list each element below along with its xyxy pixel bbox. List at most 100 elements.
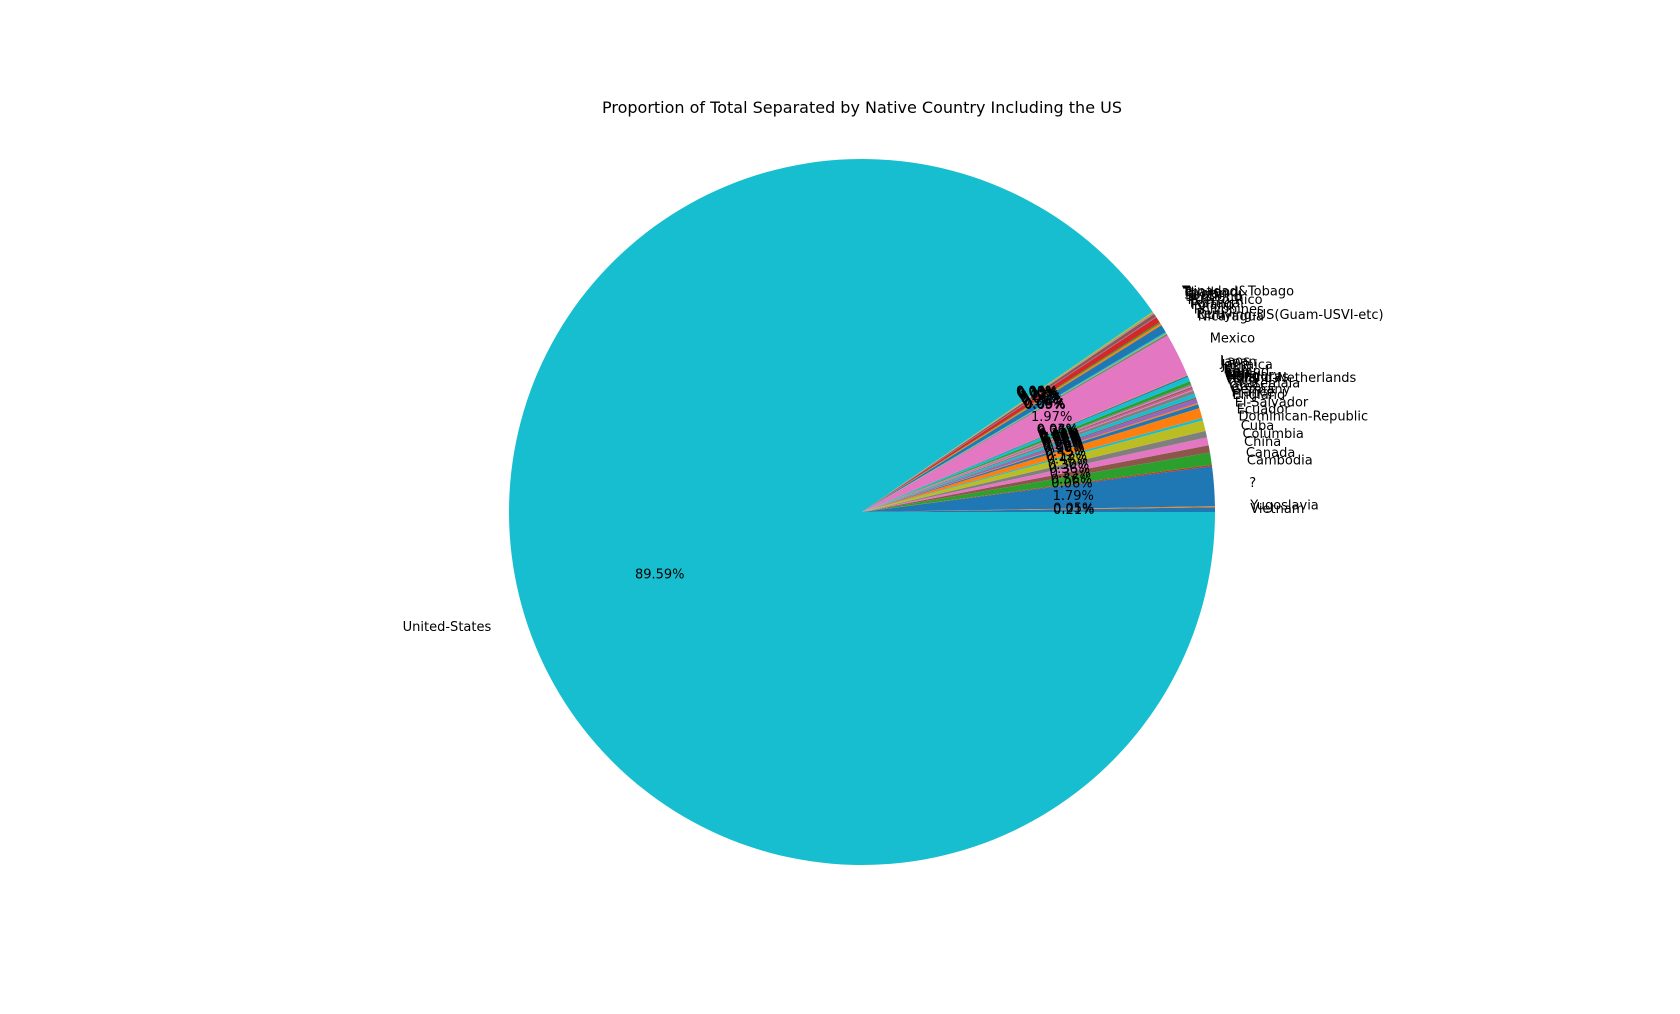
pie-slice-japan <box>862 375 1189 512</box>
slice-label-japan: Japan <box>1219 355 1256 370</box>
percent-label-laos: 0.03% <box>1037 422 1078 437</box>
pie-slice-greece <box>862 397 1197 512</box>
pie-slice-cuba <box>862 430 1208 512</box>
pie-slice-canada <box>862 452 1212 512</box>
slice-label-guatemala: Guatemala <box>1229 376 1301 391</box>
slice-label-outlying-us-guam-usvi-etc: Outlying-US(Guam-USVI-etc) <box>1197 308 1384 323</box>
slice-label-trinadad-tobago: Trinadad&Tobago <box>1181 285 1294 300</box>
pie-slice-england <box>862 404 1200 512</box>
slice-label-haiti: Haiti <box>1227 373 1257 388</box>
slice-label-italy: Italy <box>1223 362 1252 377</box>
pie-slice-laos <box>862 374 1188 512</box>
percent-label-japan: 0.06% <box>1037 423 1078 438</box>
percent-label-italy: 0.15% <box>1038 427 1079 442</box>
percent-label-unknown: 1.79% <box>1053 489 1094 504</box>
percent-label-thailand: 0.03% <box>1016 385 1057 400</box>
percent-label-greece: 0.06% <box>1042 436 1083 451</box>
slice-label-greece: Greece <box>1230 379 1276 394</box>
slice-label-honduras: Honduras <box>1226 370 1289 385</box>
pie-slice-italy <box>862 381 1192 512</box>
pie-slice-dominican-republic <box>862 420 1206 512</box>
pie-slice-germany <box>862 398 1198 512</box>
pie-slice-trinadad-tobago <box>862 311 1154 512</box>
slice-label-canada: Canada <box>1246 446 1295 461</box>
percent-label-columbia: 0.36% <box>1049 462 1090 477</box>
percent-label-canada: 0.56% <box>1051 473 1092 488</box>
slice-label-hong: Hong <box>1226 369 1260 384</box>
slice-label-taiwan: Taiwan <box>1182 286 1227 301</box>
slice-label-unknown: ? <box>1249 476 1256 491</box>
slice-label-ireland: Ireland <box>1224 365 1269 380</box>
pie-slice-portugal <box>862 322 1161 512</box>
percent-label-united-states: 89.59% <box>635 567 685 582</box>
percent-label-india: 0.06% <box>1040 430 1081 445</box>
pie-slice-unknown <box>862 466 1215 512</box>
pie-slice-poland <box>862 323 1162 512</box>
slice-label-thailand: Thailand <box>1182 286 1239 301</box>
slice-label-ecuador: Ecuador <box>1237 402 1291 417</box>
percent-label-peru: 0.06% <box>1024 397 1065 412</box>
percent-label-ireland: 0.06% <box>1039 428 1080 443</box>
percent-label-taiwan: 0.03% <box>1017 385 1058 400</box>
slice-label-vietnam: Vietnam <box>1250 502 1304 517</box>
percent-label-mexico: 1.97% <box>1031 410 1072 425</box>
percent-labels: 0.21%0.05%1.79%0.06%0.56%0.33%0.36%0.30%… <box>635 385 1094 583</box>
slice-label-puerto-rico: Puerto-Rico <box>1188 293 1263 308</box>
pie-slice-vietnam <box>862 507 1215 512</box>
pie-slice-india <box>862 386 1193 512</box>
slice-label-south: South <box>1184 288 1222 303</box>
slice-label-philippines: Philippines <box>1194 303 1264 318</box>
percent-label-el-salvador: 0.45% <box>1045 445 1086 460</box>
slice-label-united-states: United-States <box>403 620 492 635</box>
percent-label-hong: 0.03% <box>1040 431 1081 446</box>
percent-label-hungary: 0.03% <box>1040 430 1081 445</box>
slice-label-poland: Poland <box>1191 298 1234 313</box>
slice-label-nicaragua: Nicaragua <box>1198 309 1264 324</box>
slice-label-cuba: Cuba <box>1241 419 1275 434</box>
percent-label-france: 0.06% <box>1043 440 1084 455</box>
percent-label-nicaragua: 0.09% <box>1024 398 1065 413</box>
pie-slice-hong <box>862 388 1193 512</box>
pie-slice-guatemala <box>862 393 1196 512</box>
slice-label-peru: Peru <box>1196 307 1225 322</box>
slice-label-germany: Germany <box>1231 382 1291 397</box>
pie-slice-hungary <box>862 388 1193 512</box>
pie-slice-puerto-rico <box>862 317 1160 512</box>
pie-slice-nicaragua <box>862 333 1168 512</box>
pie-slice-mexico <box>862 335 1188 512</box>
pie-slice-yugoslavia <box>862 506 1215 512</box>
slice-label-el-salvador: El-Salvador <box>1235 396 1309 411</box>
pie-slice-scotland <box>862 316 1157 512</box>
percent-label-philippines: 0.36% <box>1022 394 1063 409</box>
slice-label-england: England <box>1232 388 1285 403</box>
percent-label-iran: 0.06% <box>1039 429 1080 444</box>
slice-label-china: China <box>1244 435 1281 450</box>
pie-slice-france <box>862 403 1199 512</box>
percent-label-poland: 0.09% <box>1021 392 1062 407</box>
pie-slice-ireland <box>862 384 1192 512</box>
percent-label-vietnam: 0.21% <box>1053 503 1094 518</box>
slice-label-dominican-republic: Dominican-Republic <box>1238 409 1368 424</box>
pie-slice-taiwan <box>862 313 1155 512</box>
slice-label-scotland: Scotland <box>1186 290 1243 305</box>
pie-slice-peru <box>862 332 1167 512</box>
pie-slice-ecuador <box>862 417 1203 512</box>
slice-label-laos: Laos <box>1220 354 1250 369</box>
slice-label-france: France <box>1232 385 1275 400</box>
slice-label-cambodia: Cambodia <box>1247 453 1313 468</box>
pie-slice-honduras <box>862 389 1194 512</box>
pie-slice-united-states <box>508 158 1215 865</box>
percent-label-cuba: 0.30% <box>1048 458 1089 473</box>
percent-label-cambodia: 0.06% <box>1051 477 1092 492</box>
pie-slice-south <box>862 313 1157 512</box>
pie-slice-philippines <box>862 325 1166 512</box>
pie-slices <box>508 158 1215 865</box>
percent-label-ecuador: 0.12% <box>1046 449 1087 464</box>
slice-label-hungary: Hungary <box>1226 368 1282 383</box>
slice-label-india: India <box>1225 367 1257 382</box>
percent-label-honduras: 0.06% <box>1040 431 1081 446</box>
pie-slice-outlying-us-guam-usvi-etc <box>862 333 1167 512</box>
pie-slice-haiti <box>862 390 1195 512</box>
slice-label-portugal: Portugal <box>1190 296 1244 311</box>
